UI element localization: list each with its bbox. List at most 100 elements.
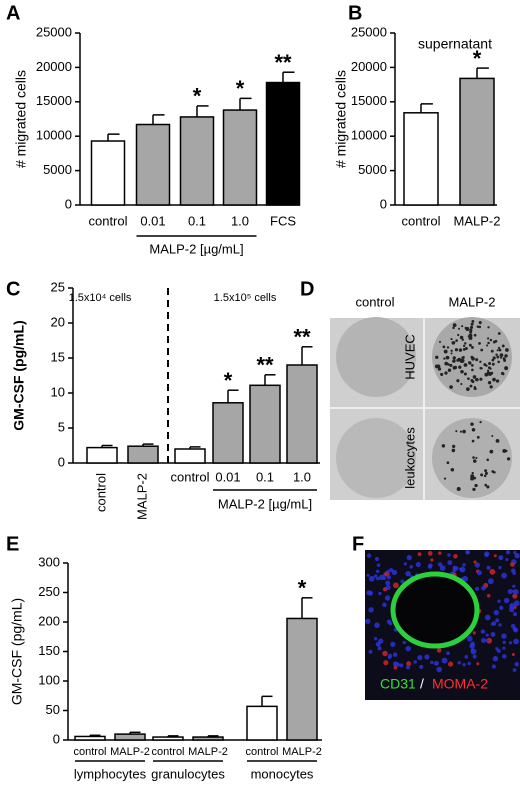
dot	[495, 379, 500, 383]
nucleus	[392, 582, 399, 589]
nucleus	[388, 622, 393, 626]
dot	[471, 368, 474, 372]
dot	[476, 435, 480, 439]
bar	[174, 448, 206, 464]
bar	[246, 705, 278, 741]
well	[336, 418, 416, 498]
dot	[495, 353, 498, 356]
dot	[475, 358, 479, 362]
panel-letter: D	[300, 278, 314, 300]
y-tick-label: 20	[51, 314, 65, 329]
nucleus	[489, 568, 496, 575]
y-tick-label: 200	[38, 613, 60, 628]
nucleus	[472, 654, 477, 659]
group-label: MALP-2 [µg/mL]	[218, 496, 312, 511]
nucleus	[403, 562, 407, 566]
nucleus	[415, 562, 421, 568]
nucleus	[510, 568, 516, 574]
nucleus	[438, 551, 442, 555]
row-label: leukocytes	[402, 427, 417, 489]
y-tick-label: 5000	[358, 162, 387, 177]
nucleus	[391, 569, 398, 576]
dot	[458, 327, 461, 330]
nucleus	[486, 594, 491, 598]
bar	[152, 736, 184, 741]
nucleus	[499, 605, 504, 610]
dot	[452, 359, 456, 363]
dot	[455, 430, 458, 433]
nucleus	[386, 575, 392, 580]
dot	[486, 485, 490, 489]
dot	[494, 339, 498, 343]
dot	[458, 365, 462, 369]
dot	[470, 476, 474, 481]
dot	[456, 379, 460, 383]
nucleus	[373, 636, 378, 641]
nucleus	[433, 660, 439, 666]
nucleus	[485, 638, 489, 642]
dot	[450, 352, 453, 355]
significance: *	[236, 76, 245, 101]
x-tick-label: 0.1	[256, 469, 274, 484]
nucleus	[368, 607, 374, 613]
nucleus	[475, 586, 480, 591]
nucleus	[382, 650, 388, 657]
nucleus	[487, 578, 494, 585]
nucleus	[453, 554, 458, 559]
dot	[473, 476, 477, 480]
x-tick-label: MALP-2	[454, 213, 501, 228]
nucleus	[465, 550, 470, 555]
dot	[447, 368, 452, 372]
dot	[438, 340, 442, 343]
dot	[497, 346, 501, 350]
dot	[480, 348, 484, 352]
nucleus	[508, 606, 515, 613]
dot	[445, 355, 449, 360]
annotation: 1.5x10⁴ cells	[69, 292, 132, 304]
dot	[475, 456, 478, 459]
nucleus	[470, 648, 475, 652]
dot	[486, 458, 490, 462]
nucleus	[498, 623, 502, 627]
row-label: HUVEC	[402, 334, 417, 380]
significance: *	[473, 46, 482, 71]
nucleus	[447, 560, 453, 566]
x-tick-label: control	[88, 213, 127, 228]
dot	[489, 449, 494, 454]
dot	[479, 421, 482, 424]
dot	[491, 435, 494, 438]
nucleus	[387, 655, 392, 660]
dot	[486, 369, 490, 372]
dot	[497, 332, 501, 335]
dot	[484, 372, 489, 377]
cell-dots	[434, 319, 511, 492]
dot	[442, 345, 446, 349]
dot	[491, 362, 495, 366]
dot	[449, 363, 453, 367]
bar	[114, 733, 146, 741]
nucleus	[375, 641, 381, 647]
chart-title: supernatant	[418, 36, 492, 52]
column-label: MALP-2	[449, 294, 496, 309]
panel-d-images	[330, 317, 520, 500]
label-cd31: CD31	[380, 676, 416, 692]
dot	[452, 326, 455, 330]
dot	[485, 364, 488, 367]
nucleus	[430, 558, 434, 562]
nucleus	[409, 565, 413, 569]
dot	[470, 322, 474, 326]
group-label: granulocytes	[151, 766, 225, 781]
nucleus	[457, 660, 462, 665]
dot	[468, 343, 472, 347]
y-tick-label: 10000	[36, 128, 72, 143]
dot	[478, 341, 481, 345]
bar	[74, 735, 106, 741]
dot	[504, 366, 509, 371]
dot	[491, 358, 495, 362]
nucleus	[382, 602, 387, 608]
dot	[455, 339, 458, 342]
dot	[487, 380, 492, 385]
dot	[470, 378, 474, 382]
dot	[489, 367, 492, 370]
dot	[452, 444, 456, 448]
